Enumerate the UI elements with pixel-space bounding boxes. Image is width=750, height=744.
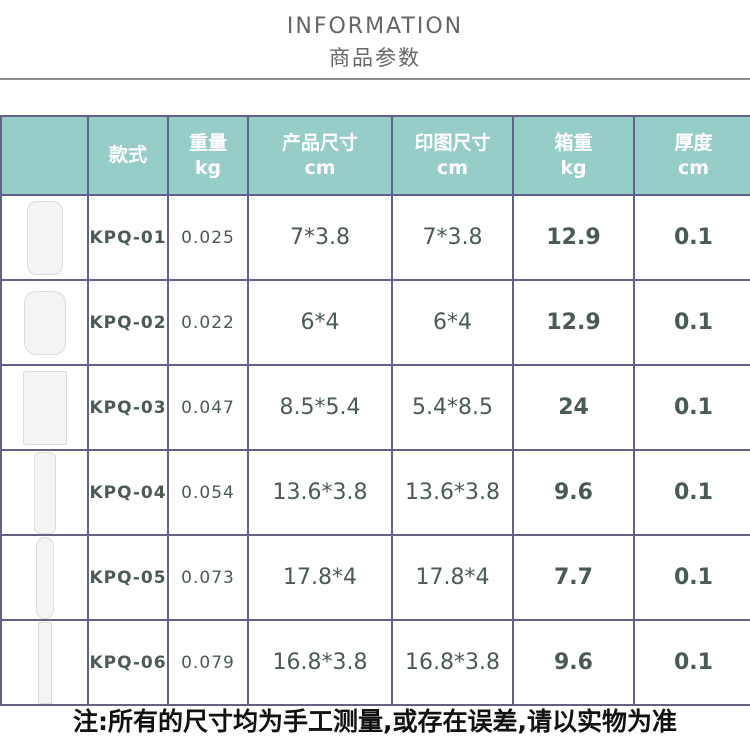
thickness: 0.1 — [633, 449, 750, 536]
column-unit: cm — [436, 156, 469, 179]
weight: 0.047 — [167, 364, 249, 451]
model-code: KPQ-02 — [87, 279, 169, 366]
thickness: 0.1 — [633, 364, 750, 451]
print-size: 17.8*4 — [391, 534, 514, 621]
weight: 0.025 — [167, 194, 249, 281]
column-header: 箱重 kg — [512, 115, 635, 196]
table-row: KPQ-02 0.022 6*4 6*4 12.9 0.1 — [0, 279, 750, 366]
thickness: 0.1 — [633, 534, 750, 621]
box-weight: 12.9 — [512, 194, 635, 281]
header-row: 款式 重量 kg 产品尺寸 cm 印图尺寸 cm 箱重 kg 厚度 cm — [0, 115, 750, 196]
column-label: 款式 — [108, 144, 147, 166]
column-label: 箱重 — [554, 131, 593, 154]
product-image-cell — [0, 449, 89, 536]
product-image-cell — [0, 364, 89, 451]
product-size: 16.8*3.8 — [247, 619, 393, 706]
column-header: 印图尺寸 cm — [391, 115, 514, 196]
print-size: 7*3.8 — [391, 194, 514, 281]
product-size: 8.5*5.4 — [247, 364, 393, 451]
footnote: 注:所有的尺寸均为手工测量,或存在误差,请以实物为准 — [73, 707, 677, 736]
column-unit: kg — [560, 156, 587, 179]
bottle-opener-image — [22, 370, 67, 445]
column-header: 产品尺寸 cm — [247, 115, 393, 196]
weight: 0.073 — [167, 534, 249, 621]
product-image-cell — [0, 279, 89, 366]
column-header: 款式 — [87, 115, 169, 196]
column-header — [0, 115, 89, 196]
column-header: 厚度 cm — [633, 115, 750, 196]
bottle-opener-image — [23, 290, 66, 355]
model-code: KPQ-01 — [87, 194, 169, 281]
divider — [0, 78, 750, 80]
product-size: 6*4 — [247, 279, 393, 366]
product-image-cell — [0, 194, 89, 281]
box-weight: 12.9 — [512, 279, 635, 366]
thickness: 0.1 — [633, 619, 750, 706]
product-size: 17.8*4 — [247, 534, 393, 621]
product-image-cell — [0, 534, 89, 621]
model-code: KPQ-05 — [87, 534, 169, 621]
column-unit: kg — [194, 156, 222, 179]
table-row: KPQ-04 0.054 13.6*3.8 13.6*3.8 9.6 0.1 — [0, 449, 750, 536]
bottle-opener-image — [33, 451, 56, 534]
print-size: 16.8*3.8 — [391, 619, 514, 706]
bottle-opener-image — [37, 621, 52, 704]
product-size: 13.6*3.8 — [247, 449, 393, 536]
model-code: KPQ-03 — [87, 364, 169, 451]
box-weight: 9.6 — [512, 619, 635, 706]
title-en: INFORMATION — [286, 14, 464, 39]
box-weight: 9.6 — [512, 449, 635, 536]
title-cn: 商品参数 — [329, 46, 421, 70]
column-label: 印图尺寸 — [414, 131, 491, 154]
column-header: 重量 kg — [167, 115, 249, 196]
table-row: KPQ-05 0.073 17.8*4 17.8*4 7.7 0.1 — [0, 534, 750, 621]
print-size: 5.4*8.5 — [391, 364, 514, 451]
box-weight: 24 — [512, 364, 635, 451]
column-label: 厚度 — [674, 131, 713, 154]
table-row: KPQ-01 0.025 7*3.8 7*3.8 12.9 0.1 — [0, 194, 750, 281]
print-size: 13.6*3.8 — [391, 449, 514, 536]
weight: 0.054 — [167, 449, 249, 536]
box-weight: 7.7 — [512, 534, 635, 621]
bottle-opener-image — [35, 536, 54, 619]
spec-table: 款式 重量 kg 产品尺寸 cm 印图尺寸 cm 箱重 kg 厚度 cm KPQ-01 0.025 … — [0, 115, 750, 706]
product-size: 7*3.8 — [247, 194, 393, 281]
model-code: KPQ-04 — [87, 449, 169, 536]
bottle-opener-image — [26, 200, 63, 275]
table-row: KPQ-06 0.079 16.8*3.8 16.8*3.8 9.6 0.1 — [0, 619, 750, 706]
thickness: 0.1 — [633, 194, 750, 281]
column-label: 重量 — [188, 131, 227, 154]
thickness: 0.1 — [633, 279, 750, 366]
weight: 0.079 — [167, 619, 249, 706]
table-row: KPQ-03 0.047 8.5*5.4 5.4*8.5 24 0.1 — [0, 364, 750, 451]
column-unit: cm — [677, 156, 710, 179]
column-label: 产品尺寸 — [281, 131, 358, 154]
print-size: 6*4 — [391, 279, 514, 366]
column-unit: cm — [304, 156, 336, 179]
model-code: KPQ-06 — [87, 619, 169, 706]
product-image-cell — [0, 619, 89, 706]
weight: 0.022 — [167, 279, 249, 366]
